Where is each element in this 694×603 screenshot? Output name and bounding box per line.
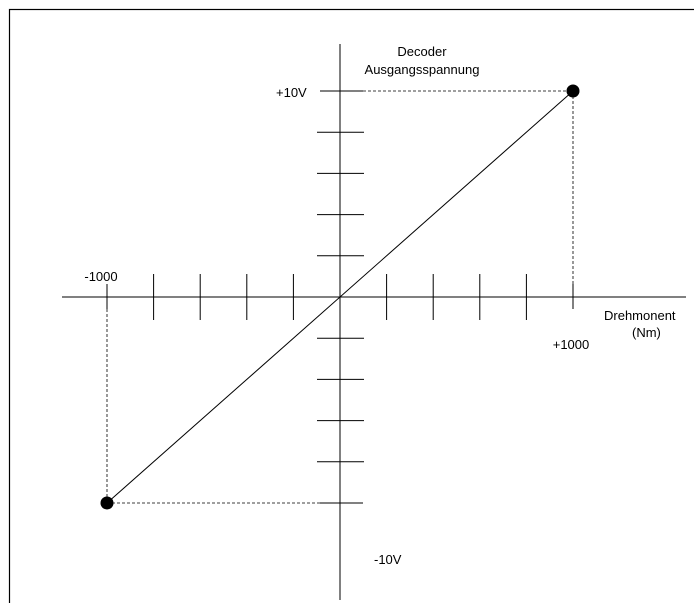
series-group: [106, 90, 574, 504]
x-tick-label-max: +1000: [553, 337, 590, 352]
endpoint-markers: [100, 84, 580, 510]
series-line: [106, 90, 574, 504]
y-tick-label-min: -10V: [374, 552, 402, 567]
endpoint-marker: [100, 496, 114, 510]
y-axis-label-line2: Ausgangsspannung: [365, 62, 480, 77]
y-tick-label-max: +10V: [276, 85, 307, 100]
tick-marks: [106, 90, 574, 504]
y-axis-label-line1: Decoder: [397, 44, 447, 59]
guide-lines: [106, 90, 574, 504]
chart-frame: [8, 8, 694, 603]
x-axis-label-line1: Drehmonent: [604, 308, 676, 323]
endpoint-marker: [566, 84, 580, 98]
x-tick-label-min: -1000: [84, 269, 117, 284]
x-axis-label-line2: (Nm): [632, 325, 661, 340]
